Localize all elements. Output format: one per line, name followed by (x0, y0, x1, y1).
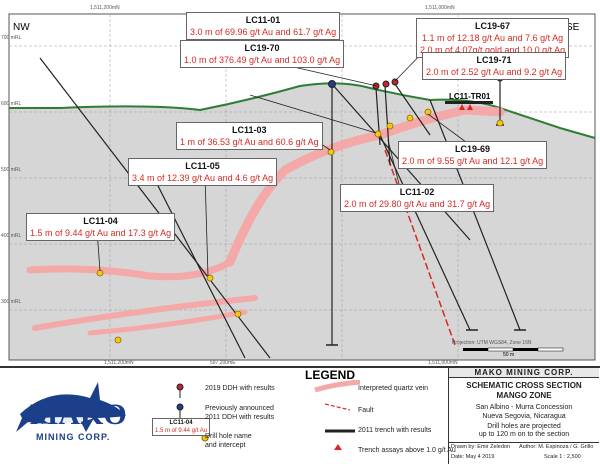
legend-sample-hole: LC11-04 (169, 420, 193, 426)
hole-lc11-05 (149, 169, 246, 359)
hole-lc19-69 (429, 99, 521, 331)
label-lc19-67: LC19-67 1.1 m of 12.18 g/t Au and 7.6 g/… (416, 18, 570, 58)
elev-label-500: 500 mRL (1, 167, 22, 173)
intercept-lc11-05 (206, 274, 214, 282)
elev-label-400: 400 mRL (1, 233, 22, 239)
label-lc11-04-name: LC11-04 (83, 216, 118, 226)
hole-lc19-67 (394, 83, 431, 136)
label-lc11-03: LC11-03 1 m of 36.53 g/t Au and 60.6 g/t… (176, 122, 323, 150)
note-line-2: up to 120 m on to the section (478, 431, 570, 438)
label-lc11-01: LC11-01 3.0 m of 69.96 g/t Au and 61.7 g… (186, 12, 341, 40)
legend-ddh-2019: 2019 DDH with results (205, 385, 275, 392)
title-line-1: SCHEMATIC CROSS SECTION (466, 381, 582, 390)
hole-lc11-04 (39, 57, 271, 359)
grid-label-bottom-1: 1,511,200mN (104, 360, 134, 366)
label-lc11-02: LC11-02 2.0 m of 29.80 g/t Au and 31.7 g… (340, 184, 495, 212)
collar-lc19-70 (382, 80, 390, 88)
legend-trench: 2011 trench with results (358, 427, 432, 434)
vein-lower (26, 258, 234, 281)
direction-se: SE (566, 22, 580, 33)
author: Author: M. Espinoza / G. Grillo (519, 444, 594, 450)
label-lc11-04: LC11-04 1.5 m of 9.44 g/t Au and 17.3 g/… (26, 213, 176, 241)
trench-lc11-tr01 (445, 101, 493, 104)
scale: Scale 1 : 2,500 (544, 454, 581, 460)
label-lc19-69-result: 2.0 m of 9.55 g/t Au and 12.1 g/t Ag (402, 156, 544, 166)
intercept-lc19-69 (424, 108, 432, 116)
title-line-2: MANGO ZONE (496, 391, 552, 400)
drawn-by: Drawn by: Emir Zeledon (451, 444, 510, 450)
projection-note: Projection: UTM WGS84, Zone 16N (452, 340, 532, 346)
fault-line (384, 149, 456, 346)
vein-deep-2 (87, 309, 248, 336)
direction-nw: NW (13, 22, 30, 33)
intercept-lc19-71 (496, 119, 504, 127)
label-lc11-02-name: LC11-02 (399, 187, 435, 197)
label-lc19-71-result: 2.0 m of 2.52 g/t Au and 9.2 g/t Ag (426, 67, 563, 77)
label-lc11-tr01: LC11-TR01 (449, 92, 491, 101)
intercept-lc11-03 (327, 148, 335, 156)
label-lc19-69: LC19-69 2.0 m of 9.55 g/t Au and 12.1 g/… (398, 141, 548, 169)
label-lc11-05-name: LC11-05 (185, 161, 220, 171)
grid-label-bottom-3: 1,511,000mN (428, 360, 458, 366)
grid-label-bottom-2: 597,200mE (210, 360, 236, 366)
title-block-header: MAKO MINING CORP. (449, 368, 599, 378)
elev-label-600: 600 mRL (1, 101, 22, 107)
logo-name: MAKO (30, 398, 127, 431)
label-lc19-67-name: LC19-67 (475, 21, 511, 31)
label-lc19-70-result: 1.0 m of 376.49 g/t Au and 103.0 g/t Ag (184, 55, 341, 65)
intercept-lc11-04b (114, 336, 122, 344)
scale-bar (463, 347, 564, 352)
legend-trench-assay: Trench assays above 1.0 g/t Au (358, 447, 456, 454)
label-lc11-04-result: 1.5 m of 9.44 g/t Au and 17.3 g/t Ag (30, 228, 172, 238)
label-lc19-69-name: LC19-69 (455, 144, 491, 154)
label-lc19-71: LC19-71 2.0 m of 2.52 g/t Au and 9.2 g/t… (422, 52, 567, 80)
label-lc11-02-result: 2.0 m of 29.80 g/t Au and 31.7 g/t Ag (344, 199, 491, 209)
label-lc11-05: LC11-05 3.4 m of 12.39 g/t Au and 4.6 g/… (128, 158, 278, 186)
legend-ddh-2011: Previously announced 2011 DDH with resul… (205, 405, 275, 421)
intercept-lc11-05b (234, 310, 242, 318)
label-lc11-03-name: LC11-03 (232, 125, 267, 135)
intercept-lc19-70 (386, 122, 394, 130)
label-lc19-67-result-1: 1.1 m of 12.18 g/t Au and 7.6 g/t Ag (422, 33, 564, 43)
grid-label-top-1: 1,511,200mN (90, 5, 120, 11)
title-block: MAKO MINING CORP. SCHEMATIC CROSS SECTIO… (448, 368, 599, 464)
mako-shark-logo (16, 382, 126, 432)
legend-symbols (176, 380, 361, 450)
label-lc19-70: LC19-70 1.0 m of 376.49 g/t Au and 103.0… (180, 40, 345, 68)
legend-sample-text: 1.5 m of 9.44 g/t Au (155, 428, 208, 434)
label-lc11-01-result: 3.0 m of 69.96 g/t Au and 61.7 g/t Ag (190, 27, 337, 37)
legend-sample-label: LC11-04 1.5 m of 9.44 g/t Au (152, 418, 211, 436)
grid-label-top-2: 1,511,000mN (425, 5, 455, 11)
label-lc19-70-name: LC19-70 (244, 43, 280, 53)
location-line-2: Nueva Segovia, Nicaragua (482, 413, 566, 420)
legend-fault: Fault (358, 407, 374, 414)
elev-label-300: 300 mRL (1, 299, 22, 305)
elev-label-700: 700 mRL (1, 35, 22, 41)
intercept-lc11-01 (374, 130, 382, 138)
label-lc19-67-result-2: 2.0 m of 4.07g/t gold and 10.0 g/t Ag (420, 45, 566, 55)
label-lc11-03-result: 1 m of 36.53 g/t Au and 60.6 g/t Ag (180, 137, 319, 147)
logo-tag: MINING CORP. (36, 432, 111, 442)
collar-lc19-67 (391, 78, 399, 86)
label-lc11-01-name: LC11-01 (245, 15, 281, 25)
note-line-1: Drill holes are projected (487, 423, 561, 430)
intercept-lc19-67 (406, 114, 414, 122)
date: Date: May 4 2019 (451, 454, 495, 460)
legend-title: LEGEND (304, 368, 355, 382)
label-lc19-71-name: LC19-71 (476, 55, 512, 65)
legend-drill-name: Drill hole name and intercept (205, 433, 252, 449)
location-line-1: San Albino - Murra Concession (475, 404, 573, 411)
label-lc11-05-result: 3.4 m of 12.39 g/t Au and 4.6 g/t Ag (132, 173, 274, 183)
legend-panel: MAKO MINING CORP. LEGEND LC11-04 1.5 m o… (0, 366, 600, 466)
collar-lc11-03 (328, 80, 336, 88)
scale-label: 50 m (503, 352, 515, 358)
legend-vein: Interpreted quartz vein (358, 385, 429, 392)
